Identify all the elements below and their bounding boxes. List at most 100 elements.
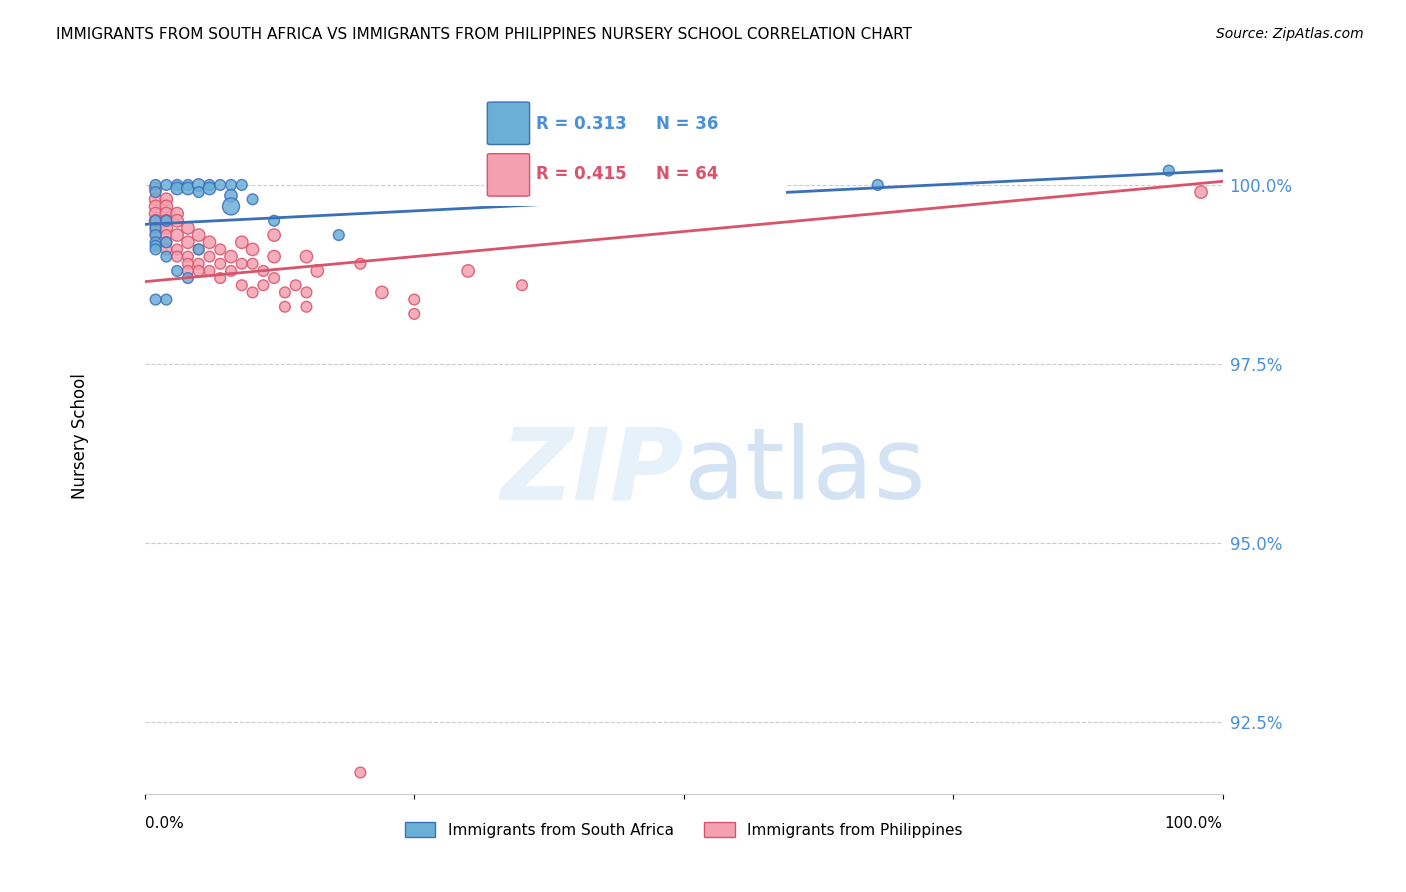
Point: [155, 192, 177, 206]
Point: [145, 199, 167, 213]
Point: [209, 243, 232, 257]
Point: [231, 178, 253, 192]
Point: [209, 178, 232, 192]
Text: ZIP: ZIP: [501, 423, 683, 520]
Point: [274, 285, 297, 300]
Point: [198, 235, 221, 250]
Point: [145, 228, 167, 243]
Point: [155, 243, 177, 257]
Point: [307, 264, 329, 278]
Point: [349, 257, 371, 271]
Point: [145, 192, 167, 206]
Point: [274, 300, 297, 314]
Point: [177, 250, 200, 264]
Point: [198, 181, 221, 195]
Point: [145, 243, 167, 257]
Point: [166, 250, 188, 264]
Point: [145, 228, 167, 243]
Point: [295, 300, 318, 314]
Point: [727, 178, 749, 192]
Point: [242, 285, 264, 300]
Point: [209, 257, 232, 271]
Point: [187, 243, 209, 257]
Point: [155, 199, 177, 213]
Point: [145, 221, 167, 235]
Point: [371, 285, 394, 300]
Point: [252, 278, 274, 293]
Point: [177, 257, 200, 271]
Text: atlas: atlas: [683, 423, 925, 520]
Point: [145, 213, 167, 227]
Point: [284, 278, 307, 293]
Point: [155, 250, 177, 264]
Point: [166, 264, 188, 278]
Point: [155, 213, 177, 227]
Point: [166, 178, 188, 192]
Point: [145, 221, 167, 235]
Point: [187, 264, 209, 278]
Point: [510, 278, 533, 293]
Point: [166, 213, 188, 227]
Point: [231, 235, 253, 250]
Point: [155, 293, 177, 307]
Point: [177, 264, 200, 278]
Point: [263, 250, 285, 264]
Point: [155, 221, 177, 235]
Point: [242, 243, 264, 257]
Point: [155, 235, 177, 250]
Point: [1189, 185, 1212, 199]
Point: [198, 264, 221, 278]
Point: [145, 225, 167, 239]
Point: [198, 250, 221, 264]
Point: [177, 178, 200, 192]
Point: [177, 181, 200, 195]
Point: [219, 178, 242, 192]
Point: [866, 178, 889, 192]
Text: IMMIGRANTS FROM SOUTH AFRICA VS IMMIGRANTS FROM PHILIPPINES NURSERY SCHOOL CORRE: IMMIGRANTS FROM SOUTH AFRICA VS IMMIGRAN…: [56, 27, 912, 42]
Point: [295, 285, 318, 300]
Point: [219, 199, 242, 213]
Point: [155, 206, 177, 220]
Point: [166, 181, 188, 195]
Point: [231, 278, 253, 293]
Text: Source: ZipAtlas.com: Source: ZipAtlas.com: [1216, 27, 1364, 41]
Point: [145, 213, 167, 227]
Point: [145, 181, 167, 195]
Point: [145, 235, 167, 250]
Point: [145, 206, 167, 220]
Point: [177, 235, 200, 250]
Point: [187, 257, 209, 271]
Point: [457, 264, 479, 278]
Point: [231, 257, 253, 271]
Point: [155, 178, 177, 192]
Point: [155, 213, 177, 227]
Point: [187, 178, 209, 192]
Point: [177, 221, 200, 235]
Point: [187, 243, 209, 257]
Point: [1157, 163, 1180, 178]
Point: [219, 264, 242, 278]
Point: [328, 228, 350, 243]
Text: 100.0%: 100.0%: [1164, 815, 1223, 830]
Point: [295, 250, 318, 264]
Y-axis label: Nursery School: Nursery School: [72, 373, 89, 499]
Point: [404, 293, 426, 307]
Point: [145, 185, 167, 199]
Point: [155, 228, 177, 243]
Point: [177, 271, 200, 285]
Point: [187, 228, 209, 243]
Point: [155, 235, 177, 250]
Legend: Immigrants from South Africa, Immigrants from Philippines: Immigrants from South Africa, Immigrants…: [399, 815, 969, 844]
Point: [404, 307, 426, 321]
Point: [145, 239, 167, 253]
Point: [263, 213, 285, 227]
Point: [209, 271, 232, 285]
Point: [145, 293, 167, 307]
Point: [252, 264, 274, 278]
Point: [242, 257, 264, 271]
Point: [219, 188, 242, 202]
Point: [145, 178, 167, 192]
Point: [242, 192, 264, 206]
Point: [166, 228, 188, 243]
Point: [219, 250, 242, 264]
